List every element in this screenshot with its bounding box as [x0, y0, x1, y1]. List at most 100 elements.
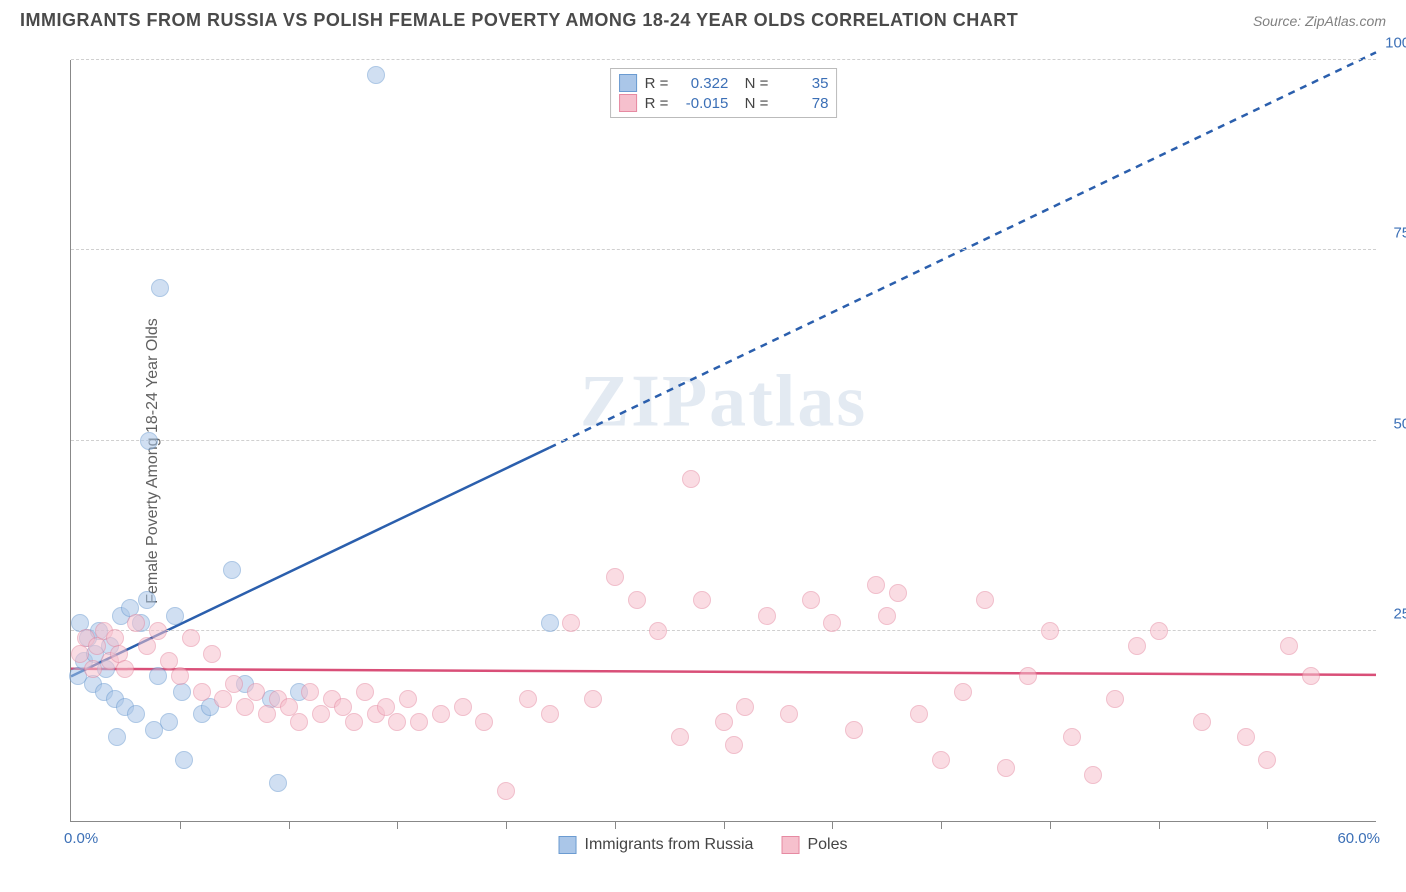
scatter-point: [258, 705, 276, 723]
scatter-point: [693, 591, 711, 609]
stat-value-r: 0.322: [676, 75, 728, 92]
x-tick: [1159, 821, 1160, 829]
scatter-point: [410, 713, 428, 731]
x-tick: [832, 821, 833, 829]
scatter-point: [606, 568, 624, 586]
x-tick: [1267, 821, 1268, 829]
scatter-point: [301, 683, 319, 701]
scatter-point: [758, 607, 776, 625]
scatter-point: [475, 713, 493, 731]
scatter-point: [173, 683, 191, 701]
scatter-point: [845, 721, 863, 739]
y-tick-label: 25.0%: [1393, 605, 1406, 622]
stat-label-r: R =: [645, 75, 669, 92]
scatter-point: [976, 591, 994, 609]
scatter-point: [138, 637, 156, 655]
scatter-point: [1237, 728, 1255, 746]
legend-item: Immigrants from Russia: [559, 836, 754, 854]
stat-value-r: -0.015: [676, 95, 728, 112]
gridline: [71, 630, 1376, 631]
scatter-point: [649, 622, 667, 640]
legend-swatch: [559, 836, 577, 854]
scatter-point: [182, 629, 200, 647]
scatter-point: [454, 698, 472, 716]
scatter-point: [1280, 637, 1298, 655]
scatter-point: [166, 607, 184, 625]
x-axis-min-label: 0.0%: [64, 830, 98, 847]
trend-line: [71, 669, 1376, 675]
x-tick: [506, 821, 507, 829]
scatter-point: [541, 614, 559, 632]
scatter-point: [671, 728, 689, 746]
scatter-point: [127, 614, 145, 632]
stats-legend: R =0.322 N =35R =-0.015 N =78: [610, 68, 838, 118]
scatter-point: [1302, 667, 1320, 685]
legend-swatch: [619, 94, 637, 112]
scatter-point: [1084, 766, 1102, 784]
series-legend: Immigrants from Russia Poles: [559, 836, 848, 854]
stat-value-n: 78: [776, 95, 828, 112]
scatter-point: [236, 698, 254, 716]
scatter-point: [367, 66, 385, 84]
scatter-point: [160, 713, 178, 731]
x-tick: [615, 821, 616, 829]
scatter-point: [715, 713, 733, 731]
scatter-point: [175, 751, 193, 769]
watermark: ZIPatlas: [580, 360, 867, 445]
scatter-point: [432, 705, 450, 723]
stat-value-n: 35: [776, 75, 828, 92]
scatter-point: [312, 705, 330, 723]
x-tick: [289, 821, 290, 829]
scatter-point: [223, 561, 241, 579]
scatter-point: [910, 705, 928, 723]
scatter-point: [1193, 713, 1211, 731]
scatter-point: [1128, 637, 1146, 655]
x-tick: [397, 821, 398, 829]
scatter-point: [541, 705, 559, 723]
scatter-point: [345, 713, 363, 731]
scatter-point: [562, 614, 580, 632]
gridline: [71, 249, 1376, 250]
scatter-point: [225, 675, 243, 693]
plot-region: ZIPatlas R =0.322 N =35R =-0.015 N =78 2…: [70, 60, 1376, 822]
legend-label: Poles: [807, 836, 847, 854]
scatter-point: [628, 591, 646, 609]
scatter-point: [736, 698, 754, 716]
x-tick: [724, 821, 725, 829]
x-tick: [941, 821, 942, 829]
x-axis-max-label: 60.0%: [1337, 830, 1380, 847]
scatter-point: [388, 713, 406, 731]
scatter-point: [1258, 751, 1276, 769]
scatter-point: [889, 584, 907, 602]
scatter-point: [214, 690, 232, 708]
scatter-point: [867, 576, 885, 594]
scatter-point: [149, 667, 167, 685]
scatter-point: [682, 470, 700, 488]
stats-row: R =0.322 N =35: [619, 73, 829, 93]
chart-area: Female Poverty Among 18-24 Year Olds ZIP…: [20, 50, 1386, 872]
scatter-point: [1041, 622, 1059, 640]
scatter-point: [997, 759, 1015, 777]
scatter-point: [149, 622, 167, 640]
stats-row: R =-0.015 N =78: [619, 93, 829, 113]
scatter-point: [497, 782, 515, 800]
scatter-point: [290, 713, 308, 731]
scatter-point: [519, 690, 537, 708]
x-tick: [1050, 821, 1051, 829]
x-tick: [180, 821, 181, 829]
scatter-point: [725, 736, 743, 754]
scatter-point: [108, 728, 126, 746]
scatter-point: [193, 683, 211, 701]
scatter-point: [954, 683, 972, 701]
scatter-point: [823, 614, 841, 632]
scatter-point: [1019, 667, 1037, 685]
scatter-point: [1106, 690, 1124, 708]
legend-label: Immigrants from Russia: [585, 836, 754, 854]
scatter-point: [269, 774, 287, 792]
y-tick-label: 75.0%: [1393, 225, 1406, 242]
header: IMMIGRANTS FROM RUSSIA VS POLISH FEMALE …: [0, 0, 1406, 36]
stat-label-n: N =: [736, 95, 768, 112]
scatter-point: [84, 660, 102, 678]
scatter-point: [399, 690, 417, 708]
scatter-point: [780, 705, 798, 723]
